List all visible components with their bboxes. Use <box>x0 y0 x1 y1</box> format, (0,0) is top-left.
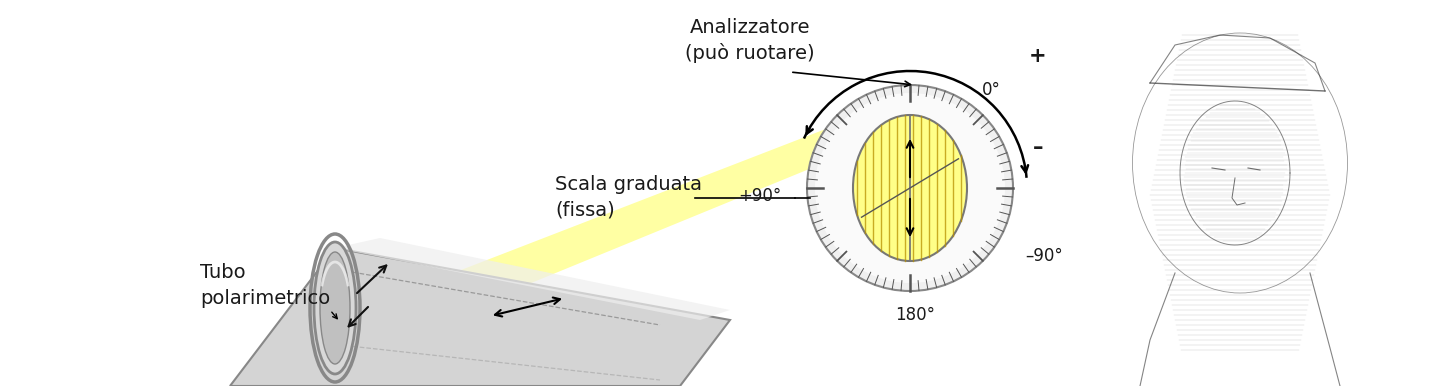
Text: 0°: 0° <box>981 81 1002 99</box>
Text: Tubo: Tubo <box>200 264 246 283</box>
Text: Scala graduata: Scala graduata <box>555 176 702 195</box>
Ellipse shape <box>314 242 355 374</box>
Circle shape <box>807 85 1013 291</box>
Polygon shape <box>230 248 730 386</box>
Polygon shape <box>335 238 730 320</box>
Text: Analizzatore: Analizzatore <box>689 18 810 37</box>
Circle shape <box>814 93 1004 283</box>
Text: +: + <box>1029 46 1046 66</box>
Polygon shape <box>281 108 881 386</box>
Text: (fissa): (fissa) <box>555 200 614 220</box>
Text: –90°: –90° <box>1025 247 1063 265</box>
Text: (può ruotare): (può ruotare) <box>685 43 814 63</box>
Ellipse shape <box>853 115 967 261</box>
Text: polarimetrico: polarimetrico <box>200 288 330 308</box>
Text: +90°: +90° <box>738 187 781 205</box>
Ellipse shape <box>319 252 350 364</box>
Text: 180°: 180° <box>895 306 935 324</box>
Text: –: – <box>1033 138 1043 158</box>
